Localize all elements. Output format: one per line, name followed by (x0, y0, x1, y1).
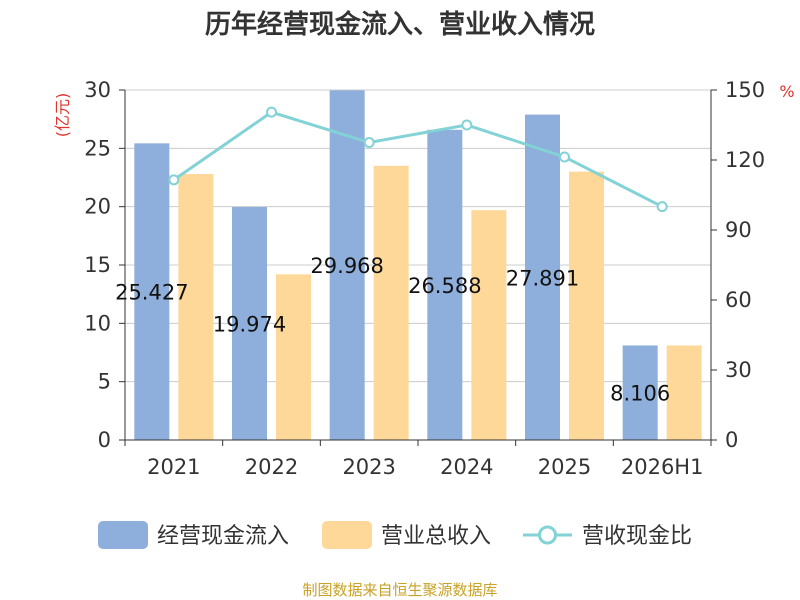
left-tick-label: 15 (84, 253, 111, 277)
x-tick-label: 2021 (147, 455, 200, 479)
legend-label-revenue: 营业总收入 (381, 524, 491, 549)
x-tick-label: 2026H1 (621, 455, 704, 479)
right-tick-label: 150 (725, 78, 765, 102)
bar-cash-inflow (329, 90, 365, 440)
gridlines (125, 89, 711, 383)
ratio-point (363, 137, 375, 148)
source-note: 制图数据来自恒生聚源数据库 (302, 581, 497, 599)
bar-cash-inflow (622, 345, 658, 440)
data-label: 25.427 (115, 281, 188, 305)
right-tick-label: 60 (725, 288, 752, 312)
legend-swatch-ratio-marker (538, 525, 557, 545)
bar-marks (134, 90, 702, 441)
right-tick-label: 30 (725, 358, 752, 382)
ratio-line (168, 106, 668, 213)
data-label: 19.974 (213, 312, 286, 336)
bar-cash-inflow (427, 129, 463, 440)
x-tick-label: 2023 (342, 455, 395, 479)
bar-revenue (666, 345, 702, 440)
bar-cash-inflow (232, 206, 267, 440)
left-tick-label: 25 (84, 136, 111, 160)
data-labels: 25.427 19.974 29.968 26.588 27.891 8.106 (115, 254, 670, 406)
right-tick-label: 0 (725, 428, 738, 452)
x-tick-label: 2022 (245, 455, 298, 479)
legend-label-ratio: 营收现金比 (582, 524, 692, 549)
left-axis-unit: (亿元) (53, 93, 72, 138)
left-tick-label: 30 (84, 78, 111, 102)
bar-revenue (276, 274, 311, 440)
right-tick-label: 90 (725, 218, 752, 242)
bar-revenue (471, 210, 507, 440)
bar-revenue (373, 165, 409, 441)
ratio-line-path (172, 110, 663, 209)
x-tick-label: 2025 (538, 455, 591, 479)
legend-swatch-cash-inflow (98, 521, 148, 549)
bar-revenue (569, 171, 604, 440)
left-tick-label: 10 (84, 311, 111, 335)
legend-swatch-revenue (322, 521, 372, 549)
ratio-point (559, 151, 570, 163)
left-tick-label: 20 (84, 195, 111, 219)
right-tick-label: 120 (725, 148, 765, 172)
chart-title: 历年经营现金流入、营业收入情况 (205, 9, 595, 40)
legend: 经营现金流入 营业总收入 营收现金比 (98, 521, 692, 549)
left-tick-label: 0 (98, 428, 111, 452)
legend-label-cash-inflow: 经营现金流入 (157, 524, 289, 549)
bar-cash-inflow (134, 143, 170, 440)
ratio-point (656, 201, 668, 213)
right-axis-unit: % (779, 82, 794, 101)
ratio-point (266, 106, 277, 118)
data-label: 26.588 (408, 274, 481, 298)
bar-cash-inflow (525, 114, 560, 440)
ratio-point (461, 119, 473, 131)
data-label: 8.106 (610, 382, 670, 406)
ratio-point (168, 174, 180, 186)
bar-revenue (178, 174, 214, 440)
x-tick-label: 2024 (440, 455, 493, 479)
data-label: 27.891 (506, 266, 579, 290)
data-label: 29.968 (310, 254, 383, 278)
left-tick-label: 5 (98, 370, 111, 394)
